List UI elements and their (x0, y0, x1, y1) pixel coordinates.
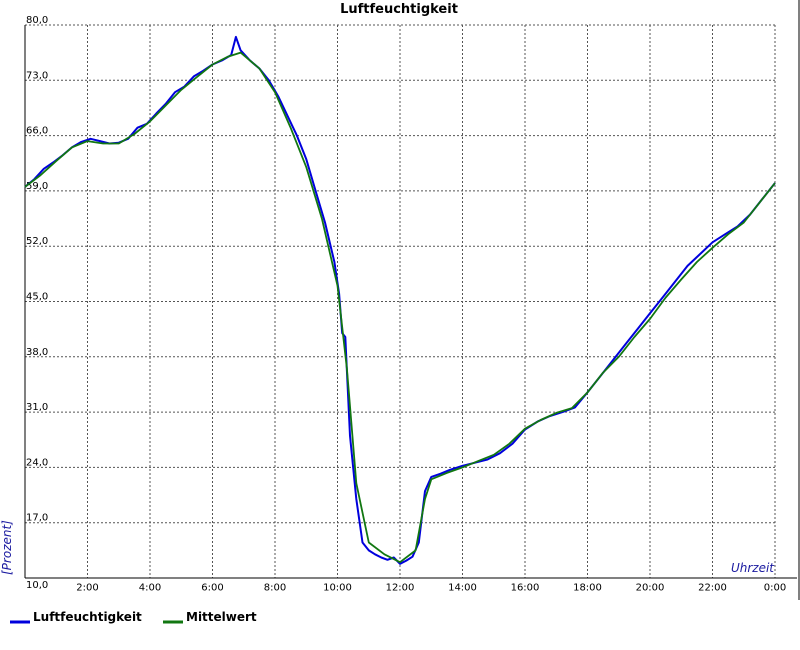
y-tick-label: 31,0 (26, 402, 48, 413)
y-tick-label: 45,0 (26, 292, 48, 303)
x-tick-label: 22:00 (698, 582, 727, 593)
legend-label-mittelwert: Mittelwert (186, 610, 257, 624)
x-tick-labels: 2:00 4:00 6:00 8:00 10:00 12:00 14:00 16:00 18:0… (76, 582, 786, 593)
x-tick-label: 0:00 (764, 582, 786, 593)
y-tick-label: 52,0 (26, 236, 48, 247)
legend-label-luftfeuchtigkeit: Luftfeuchtigkeit (33, 610, 142, 624)
x-tick-label: 2:00 (76, 582, 98, 593)
y-tick-labels: 10,0 17,0 24,0 31,0 38,0 45,0 52,0 59,0 66,0 73,0… (26, 15, 48, 591)
x-tick-label: 4:00 (139, 582, 161, 593)
y-tick-label: 24,0 (26, 457, 48, 468)
x-tick-label: 8:00 (264, 582, 286, 593)
y-tick-label: 73,0 (26, 70, 48, 81)
x-tick-label: 18:00 (573, 582, 602, 593)
plot-frame (24, 0, 800, 600)
x-tick-label: 20:00 (636, 582, 665, 593)
series-line-mittelwert (24, 51, 776, 564)
x-axis-label: Uhrzeit (731, 561, 775, 575)
y-tick-label: 80,0 (26, 15, 48, 26)
y-tick-label: 66,0 (26, 126, 48, 137)
y-tick-label: 10,0 (26, 580, 48, 591)
y-tick-label: 38,0 (26, 347, 48, 358)
y-axis-label: [Prozent] (0, 520, 14, 575)
legend: Luftfeuchtigkeit Mittelwert (10, 610, 257, 624)
x-tick-label: 6:00 (201, 582, 223, 593)
x-tick-label: 12:00 (386, 582, 415, 593)
grid (25, 24, 776, 578)
series-lines (24, 35, 776, 565)
y-tick-label: 59,0 (26, 181, 48, 192)
x-tick-label: 10:00 (323, 582, 352, 593)
chart-title: Luftfeuchtigkeit (340, 2, 458, 17)
x-tick-label: 14:00 (448, 582, 477, 593)
x-tick-label: 16:00 (511, 582, 540, 593)
y-tick-label: 17,0 (26, 513, 48, 524)
